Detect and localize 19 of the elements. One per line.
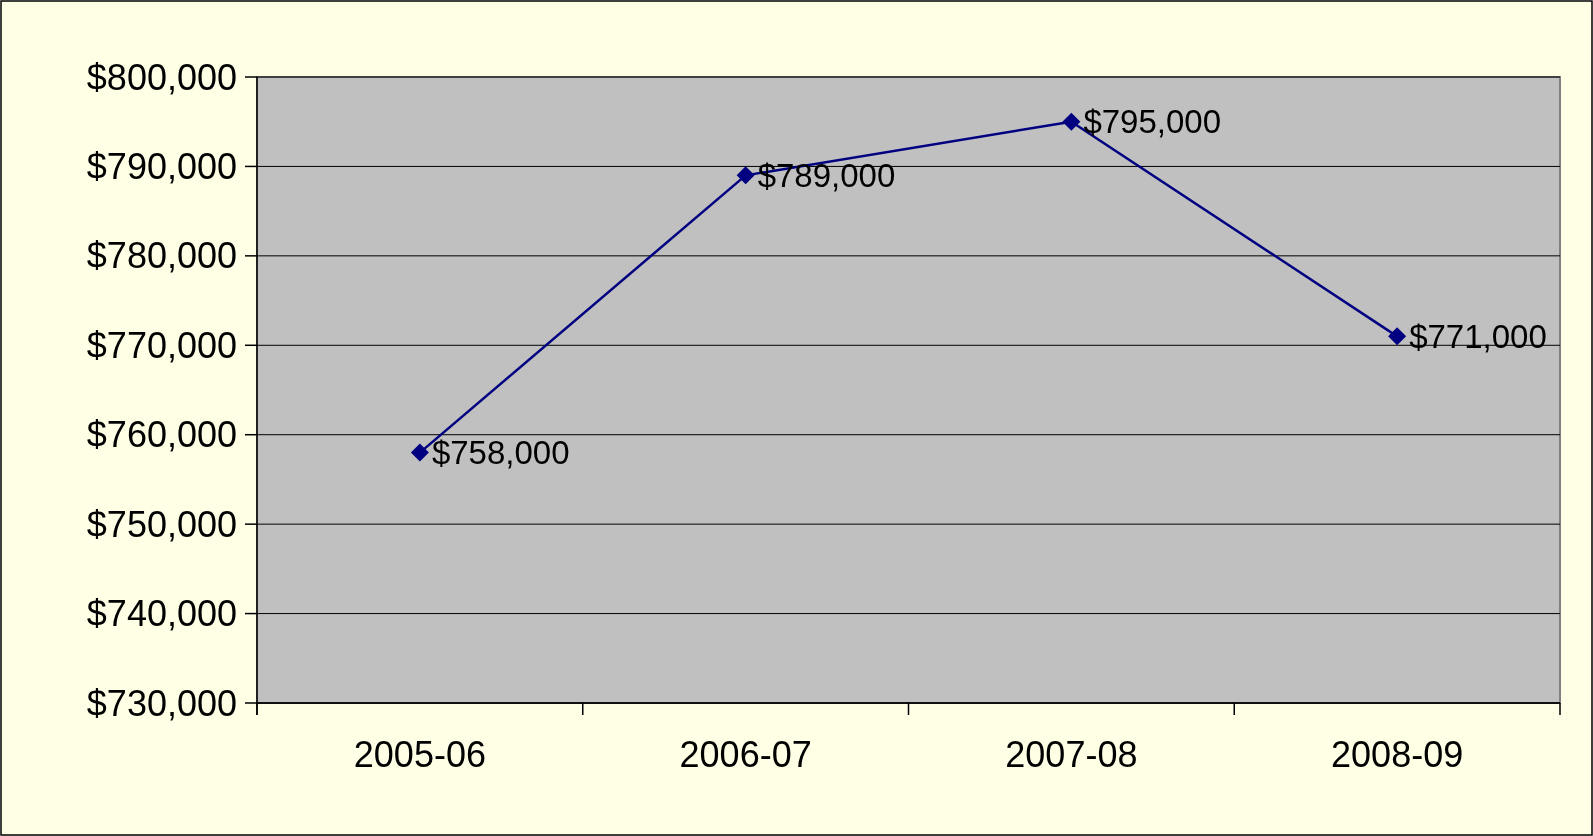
x-tick-label: 2008-09: [1331, 734, 1464, 775]
point: [736, 166, 755, 185]
y-tick-label: $730,000: [86, 682, 237, 724]
y-tick-label: $780,000: [86, 235, 237, 277]
y-tick-label: $800,000: [86, 56, 237, 98]
point: [410, 443, 429, 462]
y-tick-label: $770,000: [86, 324, 237, 366]
x-tick-label: 2007-08: [1005, 734, 1138, 775]
y-tick-label: $750,000: [86, 503, 237, 545]
data-label: $789,000: [757, 156, 896, 194]
x-tick-label: 2005-06: [353, 734, 486, 775]
point: [1062, 112, 1081, 131]
point: [1388, 327, 1407, 346]
y-tick-label: $790,000: [86, 146, 237, 188]
x-tick-label: 2006-07: [679, 734, 812, 775]
data-label: $795,000: [1083, 103, 1222, 141]
data-label: $758,000: [431, 434, 570, 472]
y-tick-label: $760,000: [86, 414, 237, 456]
y-tick-label: $740,000: [86, 593, 237, 635]
